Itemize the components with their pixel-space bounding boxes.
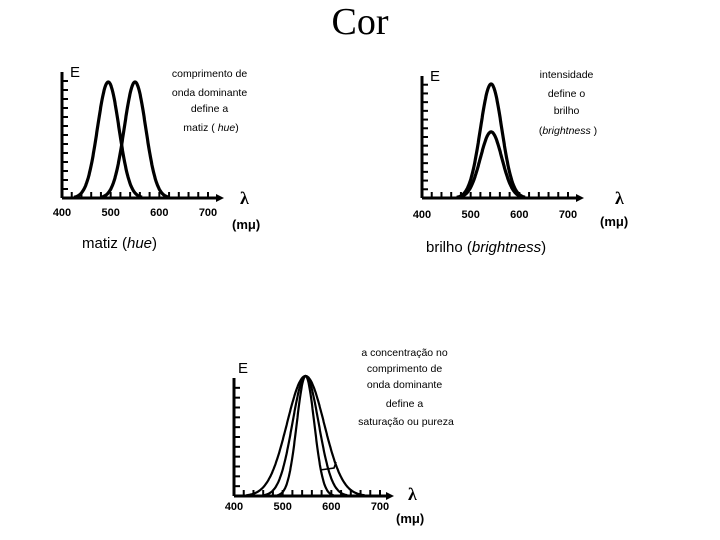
slide-title: Cor	[331, 1, 389, 43]
x-tick-label: 500	[461, 209, 479, 221]
x-axis-unit: (mμ)	[396, 511, 424, 526]
x-tick-label: 600	[150, 207, 168, 219]
y-axis-label: E	[430, 68, 440, 85]
annotation-arrow	[319, 461, 337, 471]
saturation-curve-medium	[262, 374, 348, 497]
x-tick-label: 700	[199, 207, 217, 219]
hue-curve-short-wavelength	[72, 80, 144, 199]
y-axis-label: E	[238, 360, 248, 377]
saturation-spectrum-chart: 400 500 600 700 λ (mμ) E a concentração no co…	[225, 347, 454, 526]
x-tick-label: 700	[371, 501, 389, 513]
x-axis-symbol: λ	[615, 188, 624, 208]
x-axis-symbol: λ	[408, 484, 417, 504]
x-tick-label: 600	[510, 209, 528, 221]
annotation-text: comprimento de onda dominante define a m…	[172, 68, 250, 134]
x-tick-label: 400	[225, 501, 243, 513]
x-axis-symbol: λ	[240, 188, 249, 208]
x-tick-label: 400	[413, 209, 431, 221]
x-axis-arrowhead	[216, 194, 224, 202]
x-tick-label: 600	[322, 501, 340, 513]
brightness-curve-high	[455, 82, 527, 199]
saturation-curve-narrow	[276, 374, 335, 497]
x-axis-arrowhead	[576, 194, 584, 202]
hue-spectrum-chart: 400 500 600 700 λ (mμ) E comprimento de onda …	[53, 64, 260, 252]
brightness-spectrum-chart: 400 500 600 700 λ (mμ) E intensidade define o…	[413, 68, 628, 256]
panel-caption: matiz (hue)	[82, 235, 157, 252]
x-axis-arrowhead	[386, 492, 394, 500]
saturation-curve-wide	[245, 374, 366, 497]
x-tick-label: 500	[273, 501, 291, 513]
hue-curve-long-wavelength	[99, 80, 170, 199]
x-tick-label: 400	[53, 207, 71, 219]
x-axis-unit: (mμ)	[600, 214, 628, 229]
annotation-text: a concentração no comprimento de onda do…	[358, 347, 454, 428]
panel-caption: brilho (brightness)	[426, 239, 546, 256]
y-axis-label: E	[70, 64, 80, 81]
x-tick-label: 500	[101, 207, 119, 219]
brightness-curve-low	[455, 130, 527, 200]
x-axis-unit: (mμ)	[232, 217, 260, 232]
annotation-text: intensidade define o brilho (brightness …	[539, 69, 597, 137]
x-tick-label: 700	[559, 209, 577, 221]
